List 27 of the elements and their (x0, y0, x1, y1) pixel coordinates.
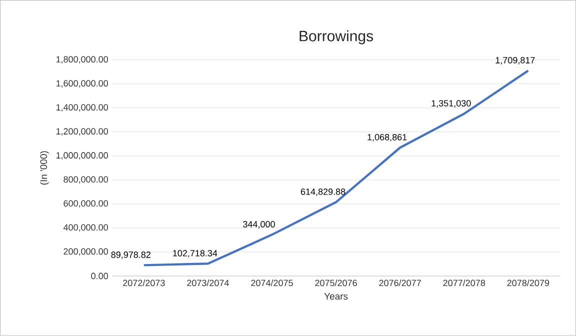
data-label: 102,718.34 (173, 250, 218, 258)
data-label: 1,351,030 (432, 100, 471, 108)
data-label: 89,978.82 (111, 252, 150, 260)
data-label: 344,000 (243, 221, 275, 229)
data-label: 614,829.88 (300, 188, 346, 196)
chart-title: Borrowings (300, 30, 374, 44)
x-tick-label: 2078/2079 (507, 280, 550, 286)
data-label: 1,068,861 (368, 134, 407, 142)
y-tick-label: 200,000.00 (64, 248, 108, 256)
y-tick-label: 800,000.00 (64, 176, 108, 184)
x-tick-label: 2076/2077 (379, 280, 421, 286)
x-tick-label: 2077/2078 (443, 280, 486, 286)
y-tick-label: 1,000,000.00 (56, 152, 108, 160)
y-tick-label: 1,800,000.00 (56, 56, 108, 64)
y-tick-label: 1,200,000.00 (56, 128, 108, 136)
x-tick-label: 2072/2073 (123, 280, 165, 286)
x-tick-label: 2074/2075 (251, 280, 293, 286)
x-tick-label: 2073/2074 (187, 280, 229, 286)
y-tick-label: 1,400,000.00 (56, 104, 108, 112)
y-tick-label: 600,000.00 (64, 200, 108, 208)
y-tick-label: 1,600,000.00 (56, 80, 108, 88)
x-tick-label: 2075/2076 (315, 280, 357, 286)
y-axis-title: (In '000) (40, 151, 49, 185)
y-tick-label: 400,000.00 (63, 224, 108, 232)
x-axis-title: Years (324, 293, 348, 300)
y-tick-label: 0.00 (91, 272, 108, 280)
data-label: 1,709,817 (496, 57, 535, 65)
